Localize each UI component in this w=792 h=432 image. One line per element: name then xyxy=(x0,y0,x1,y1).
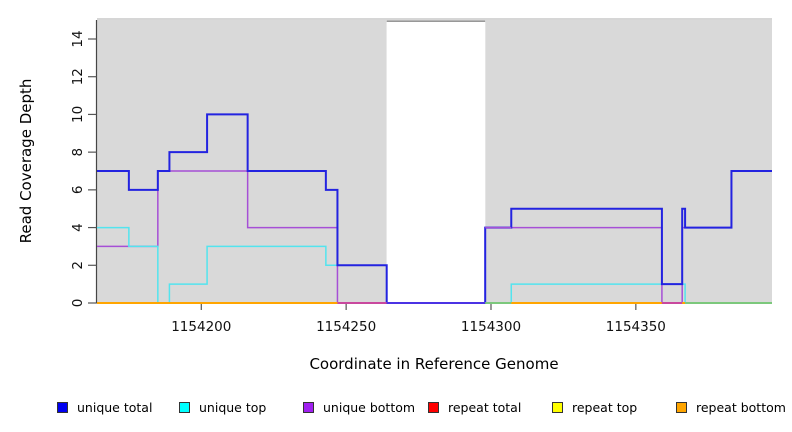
legend-item-unique-total: unique total xyxy=(57,396,152,418)
legend-label-unique-bottom: unique bottom xyxy=(323,399,416,415)
chart-layers: 0 2 4 6 8 10 12 14 1154200 1154250 1154300 1154350 xyxy=(70,18,772,335)
y-tick-label: 0 xyxy=(70,299,86,308)
legend-swatch-repeat-top xyxy=(552,401,563,413)
legend-item-unique-bottom: unique bottom xyxy=(303,396,415,418)
legend-label-repeat-total: repeat total xyxy=(448,399,522,415)
y-tick-label: 12 xyxy=(70,68,86,85)
legend-label-repeat-top: repeat top xyxy=(572,399,638,415)
legend-item-repeat-total: repeat total xyxy=(428,396,521,418)
y-axis-title: Read Coverage Depth xyxy=(17,79,35,244)
legend-swatch-unique-bottom xyxy=(303,401,314,413)
legend-label-repeat-bottom: repeat bottom xyxy=(696,399,786,415)
legend-swatch-unique-total xyxy=(57,401,68,413)
x-tick-label: 1154200 xyxy=(171,319,231,335)
chart-legend: unique total unique top unique bottom repea… xyxy=(0,396,792,422)
shaded-region-left xyxy=(97,20,387,303)
legend-swatch-repeat-bottom xyxy=(676,401,687,413)
x-tick-label: 1154350 xyxy=(606,319,666,335)
series-unique-total xyxy=(97,113,772,304)
legend-label-unique-top: unique top xyxy=(199,399,267,415)
shaded-region-right xyxy=(485,20,772,303)
legend-swatch-repeat-total xyxy=(428,401,439,413)
y-tick-label: 6 xyxy=(70,186,86,195)
y-tick-label: 14 xyxy=(70,30,86,47)
x-tick-label: 1154250 xyxy=(316,319,376,335)
gap-region xyxy=(386,20,486,303)
y-tick-label: 10 xyxy=(70,106,86,123)
y-tick-label: 4 xyxy=(70,223,86,232)
legend-item-unique-top: unique top xyxy=(179,396,266,418)
legend-swatch-unique-top xyxy=(179,401,190,413)
legend-label-unique-total: unique total xyxy=(77,399,153,415)
x-tick-label: 1154300 xyxy=(461,319,521,335)
x-axis-title: Coordinate in Reference Genome xyxy=(309,355,558,373)
legend-item-repeat-top: repeat top xyxy=(552,396,637,418)
legend-item-repeat-bottom: repeat bottom xyxy=(676,396,786,418)
y-tick-label: 8 xyxy=(70,148,86,157)
y-tick-label: 2 xyxy=(70,261,86,270)
series-unique-top xyxy=(97,226,772,304)
